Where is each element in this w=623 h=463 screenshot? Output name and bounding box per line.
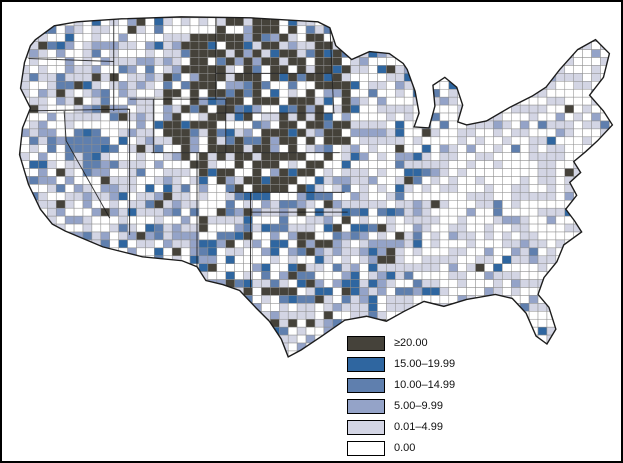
- legend-item: 10.00–14.99: [347, 378, 455, 393]
- legend-item: 5.00–9.99: [347, 399, 455, 414]
- legend-item: ≥20.00: [347, 336, 455, 351]
- legend: ≥20.00 15.00–19.99 10.00–14.99 5.00–9.99 0.0…: [347, 336, 455, 456]
- legend-swatch: [347, 420, 385, 435]
- legend-swatch: [347, 357, 385, 372]
- legend-item: 0.00: [347, 441, 455, 456]
- legend-label: 15.00–19.99: [394, 358, 456, 370]
- legend-label: ≥20.00: [394, 337, 428, 349]
- legend-swatch: [347, 336, 385, 351]
- us-outline: [18, 16, 614, 358]
- legend-label: 0.01–4.99: [394, 421, 443, 433]
- legend-label: 10.00–14.99: [394, 379, 456, 391]
- legend-swatch: [347, 399, 385, 414]
- legend-swatch: [347, 378, 385, 393]
- county-cells-layer: [19, 16, 613, 357]
- state-borders-layer: [19, 17, 348, 288]
- legend-item: 15.00–19.99: [347, 357, 455, 372]
- legend-label: 0.00: [394, 442, 416, 454]
- legend-item: 0.01–4.99: [347, 420, 455, 435]
- legend-swatch: [347, 441, 385, 456]
- legend-label: 5.00–9.99: [394, 400, 443, 412]
